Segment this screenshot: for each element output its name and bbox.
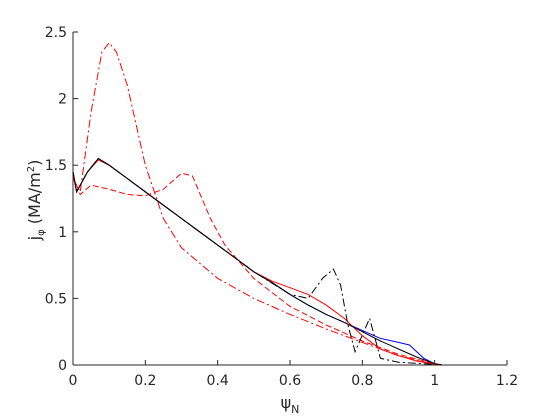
x-tick-label: 0.8 (351, 373, 373, 389)
x-label-main: ψ (281, 393, 292, 412)
y-tick-label: 0 (58, 358, 67, 374)
series-line (72, 172, 442, 366)
y-label-main: j (25, 236, 44, 241)
y-label-sup: 2 (26, 166, 37, 172)
y-tick-label: 2 (58, 92, 67, 108)
y-tick-label: 1 (58, 225, 67, 241)
y-axis-label: jφ (MA/m2) (25, 160, 47, 242)
series-line (72, 41, 442, 366)
y-tick-label: 2.5 (45, 25, 67, 41)
y-tick-label: 1.5 (45, 158, 67, 174)
series-line (72, 157, 442, 366)
y-tick-label: 0.5 (45, 291, 67, 307)
x-tick-label: 1.2 (496, 373, 518, 389)
x-tick-label: 0.2 (134, 373, 156, 389)
series-line (72, 157, 442, 366)
x-tick-label: 0.4 (207, 373, 229, 389)
x-tick-label: 1 (430, 373, 439, 389)
series-line (72, 159, 442, 366)
x-axis-label: ψN (281, 393, 300, 416)
y-label-unit: (MA/m (25, 172, 44, 229)
x-tick-label: 0.6 (279, 373, 301, 389)
x-tick-label: 0 (69, 373, 78, 389)
y-label-close: ) (25, 160, 44, 166)
series-line (72, 157, 442, 366)
x-label-sub: N (291, 403, 299, 416)
y-label-sub: φ (36, 229, 47, 236)
